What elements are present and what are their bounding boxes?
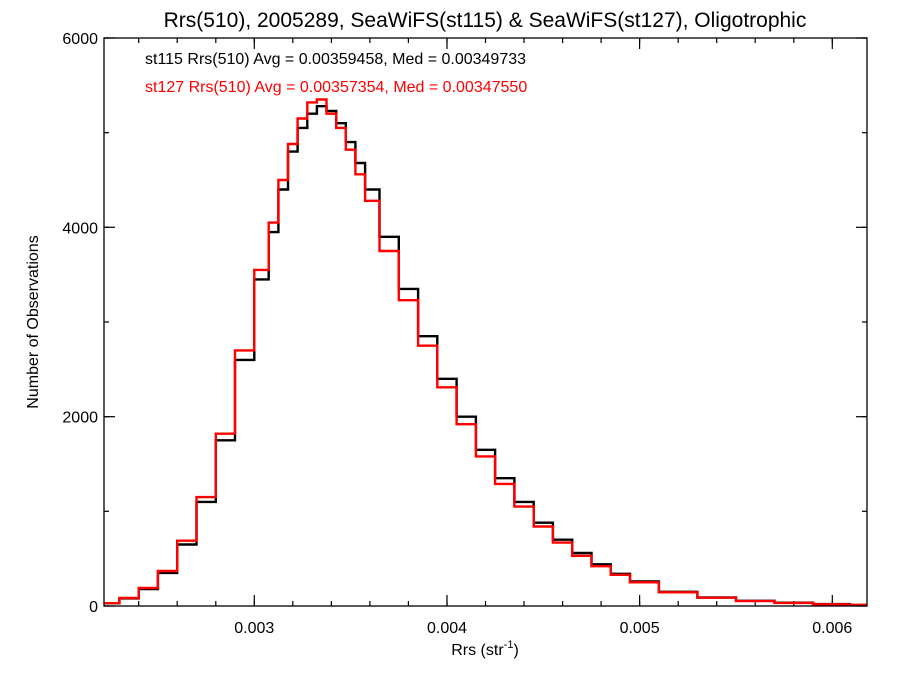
y-tick-label: 2000 [62, 410, 98, 427]
y-tick-label: 6000 [62, 31, 98, 48]
series-st115-histogram [104, 105, 867, 607]
y-tick-label: 4000 [62, 220, 98, 237]
y-tick-label: 0 [89, 599, 98, 616]
x-tick-labels: 0.003 0.004 0.005 0.006 [234, 620, 852, 637]
x-axis-label: Rrs (str-1) [451, 639, 519, 659]
x-tick-label: 0.003 [234, 620, 274, 637]
legend-entry-st127: st127 Rrs(510) Avg = 0.00357354, Med = 0… [145, 79, 527, 96]
y-axis-label: Number of Observations [25, 235, 42, 408]
major-ticks [104, 37, 867, 607]
chart-title: Rrs(510), 2005289, SeaWiFS(st115) & SeaW… [164, 9, 807, 32]
minor-ticks [104, 37, 867, 607]
x-tick-label: 0.005 [620, 620, 660, 637]
series-group [104, 98, 867, 607]
plot-frame [103, 37, 868, 607]
x-axis-label-superscript: -1 [504, 639, 514, 651]
y-tick-labels: 0 2000 4000 6000 [62, 31, 98, 616]
legend-entry-st115: st115 Rrs(510) Avg = 0.00359458, Med = 0… [145, 51, 526, 68]
x-tick-label: 0.006 [812, 620, 852, 637]
x-tick-label: 0.004 [427, 620, 467, 637]
series-st127-histogram [104, 98, 867, 607]
